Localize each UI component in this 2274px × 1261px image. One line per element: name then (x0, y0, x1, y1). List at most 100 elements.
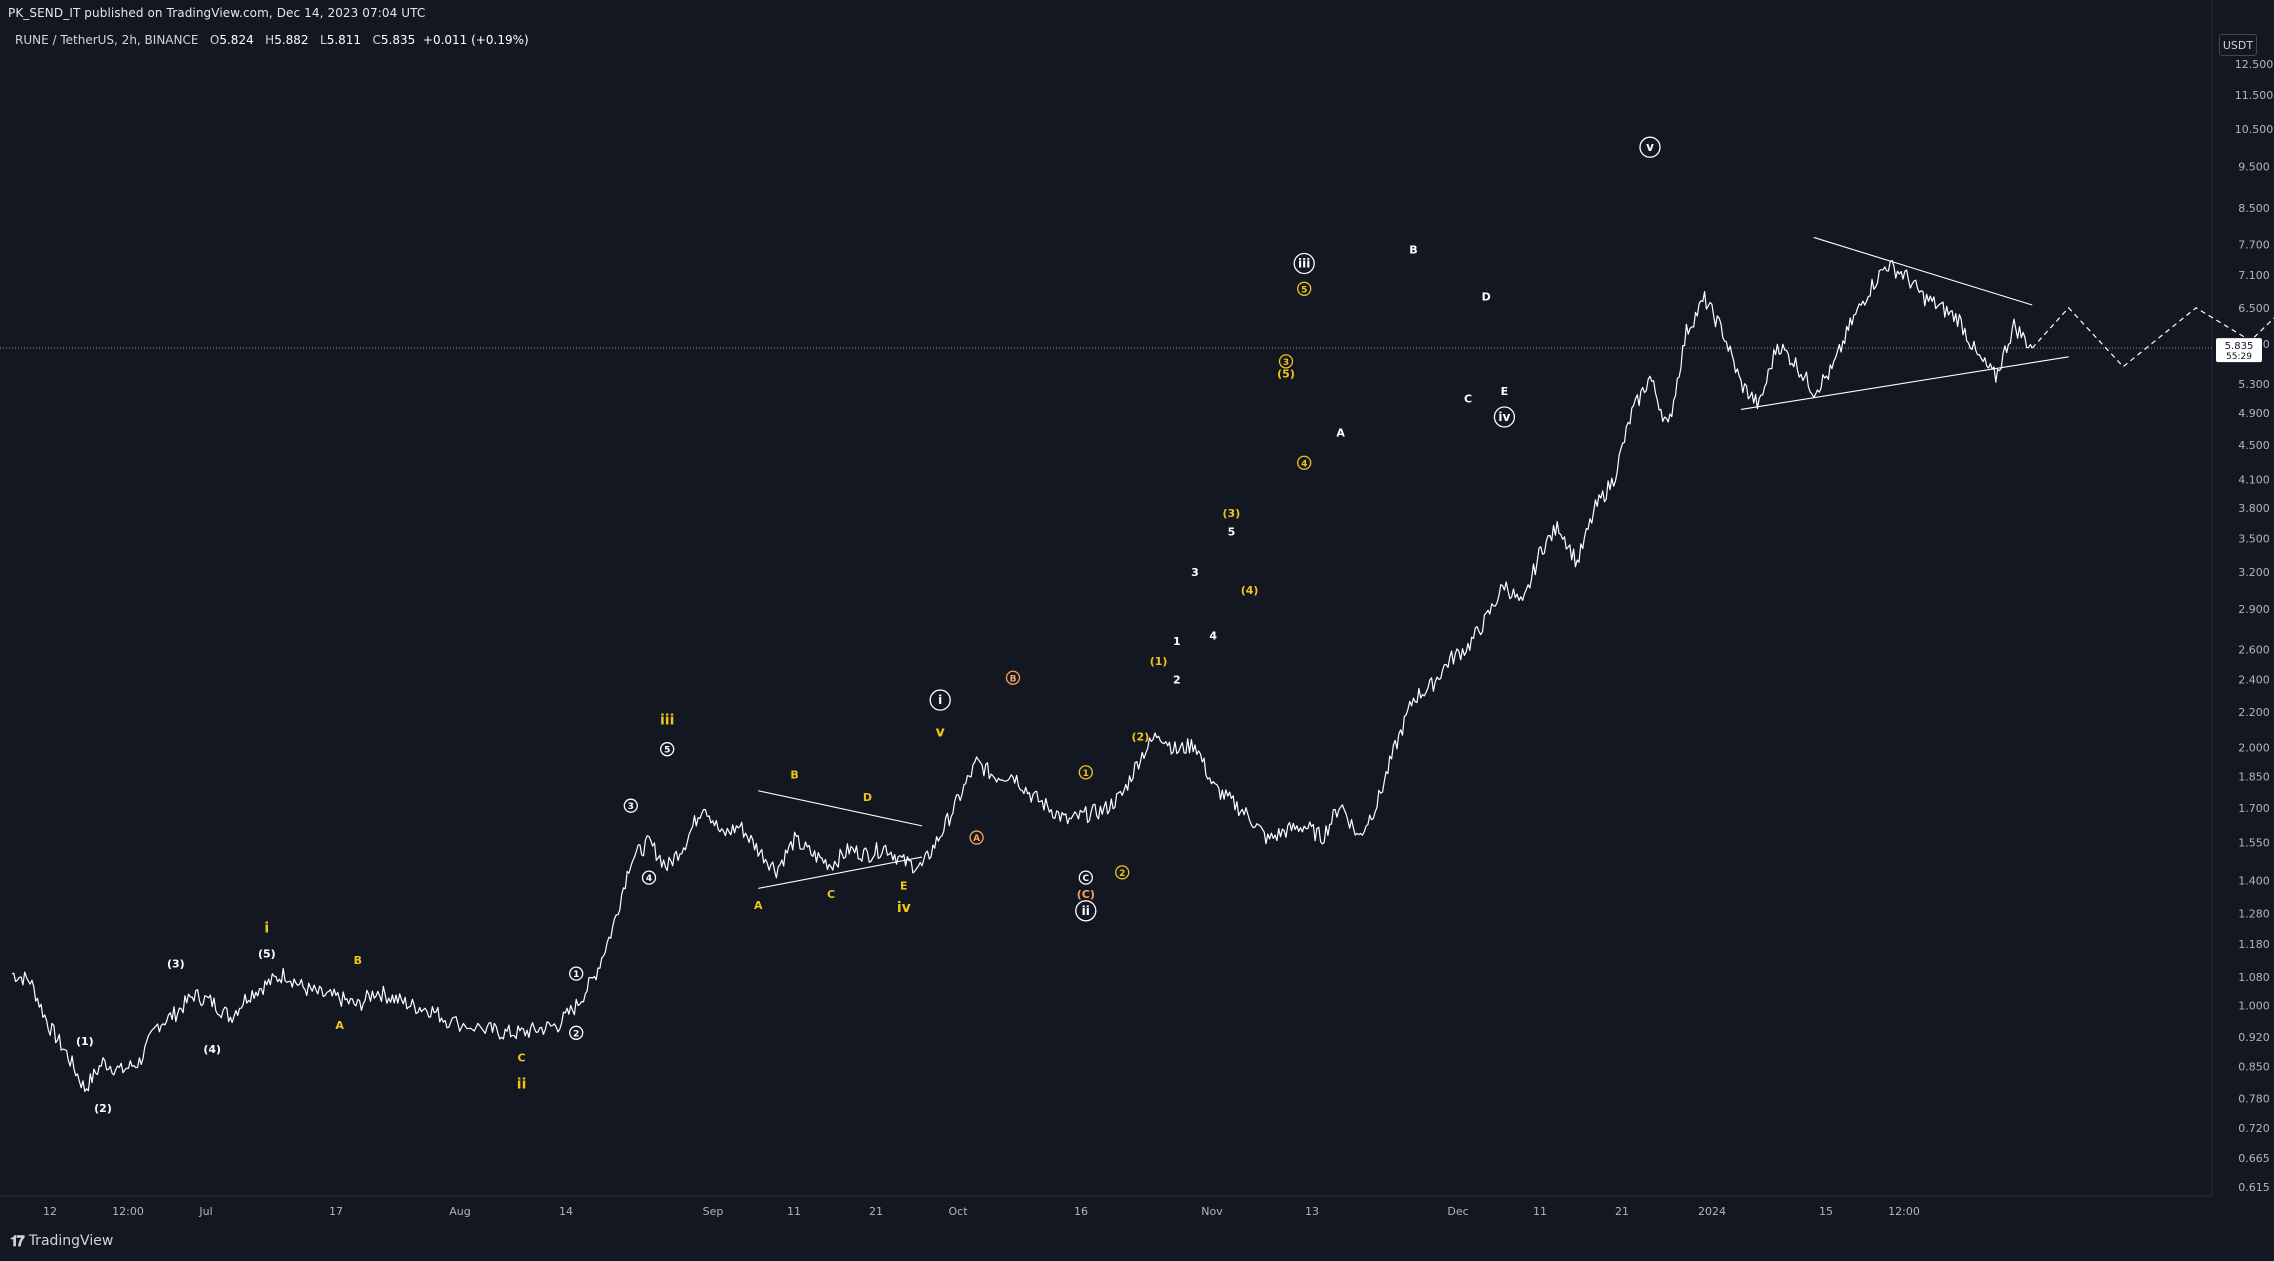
high-value: 5.882 (274, 33, 309, 47)
y-tick-label: 1.180 (2238, 938, 2270, 951)
close-value: 5.835 (380, 33, 416, 47)
y-tick-label: 1.280 (2238, 908, 2270, 921)
wave-label: i (264, 921, 269, 937)
wave-label-circle (929, 689, 951, 711)
wave-label: 3 (1191, 566, 1199, 579)
wave-label: 1 (1083, 769, 1089, 779)
x-tick-label: 14 (559, 1205, 573, 1218)
y-tick-label: 2.200 (2238, 706, 2270, 719)
wave-label: v (936, 725, 945, 741)
brand-name: TradingView (28, 1233, 114, 1249)
x-tick-label: Oct (948, 1205, 968, 1218)
low-label: L (320, 33, 327, 47)
wave-label: (5) (1277, 368, 1295, 381)
wave-label-circle (1078, 765, 1093, 780)
x-tick-label: 12 (43, 1205, 57, 1218)
wave-label: 2 (1173, 673, 1181, 686)
wave-label: 1 (1173, 635, 1181, 648)
wave-label-circle (569, 1025, 584, 1040)
wave-label-circle (1078, 870, 1093, 885)
wave-label: 4 (1301, 459, 1307, 469)
y-tick-label: 4.900 (2238, 407, 2270, 420)
wave-label-circle (623, 798, 638, 813)
projection-path (2031, 306, 2274, 368)
x-tick-label: 12:00 (112, 1205, 144, 1218)
x-tick-label: Jul (198, 1205, 212, 1218)
wave-label: (2) (94, 1102, 112, 1115)
x-tick-label: 11 (787, 1205, 801, 1218)
wave-label: (2) (1132, 730, 1150, 743)
wave-label: C (518, 1052, 526, 1065)
wave-label: A (335, 1019, 344, 1032)
y-tick-label: 3.500 (2238, 533, 2270, 546)
y-tick-label: 1.550 (2238, 836, 2270, 849)
price-series (11, 259, 2033, 1092)
wave-label: (C) (1077, 888, 1095, 901)
y-tick-label: 2.600 (2238, 643, 2270, 656)
wave-label: iv (897, 900, 911, 916)
wave-label: 5 (1228, 525, 1236, 538)
y-tick-label: 1.000 (2238, 1000, 2270, 1013)
wave-label: iv (1498, 410, 1510, 424)
currency-button[interactable]: USDT (2219, 34, 2257, 56)
tradingview-logo[interactable]: 𝟏𝟕 TradingView (10, 1232, 113, 1250)
wave-label: 2 (1119, 869, 1125, 879)
wave-label: (4) (1241, 584, 1259, 597)
y-tick-label: 6.500 (2238, 302, 2270, 315)
wave-label-circle (1639, 136, 1661, 158)
y-tick-label: 10.500 (2235, 123, 2274, 136)
triangle-lower-line (758, 856, 923, 889)
x-tick-label: 15 (1819, 1205, 1833, 1218)
wave-label: (5) (258, 948, 276, 961)
wave-label: (3) (167, 957, 185, 970)
triangle-upper-line (758, 790, 923, 827)
y-tick-label: 0.720 (2238, 1122, 2270, 1135)
y-tick-label: 1.080 (2238, 971, 2270, 984)
triangle-lower-line (1740, 356, 2069, 410)
wave-label: A (1336, 427, 1345, 440)
y-tick-label: 4.100 (2238, 474, 2270, 487)
y-tick-label: 4.500 (2238, 439, 2270, 452)
x-tick-label: Nov (1201, 1205, 1223, 1218)
wave-label: 5 (664, 746, 670, 756)
wave-label: A (973, 834, 980, 844)
wave-label: B (790, 768, 798, 781)
wave-label: (1) (1150, 655, 1168, 668)
current-price-value: 5.835 (2225, 341, 2254, 352)
x-tick-label: 13 (1305, 1205, 1319, 1218)
wave-label: (4) (203, 1043, 221, 1056)
x-tick-label: Dec (1447, 1205, 1468, 1218)
x-tick-label: 21 (1615, 1205, 1629, 1218)
wave-label: B (1409, 244, 1417, 257)
y-tick-label: 2.900 (2238, 603, 2270, 616)
wave-label: iii (660, 712, 674, 728)
y-tick-label: 1.400 (2238, 874, 2270, 887)
symbol-legend: RUNE / TetherUS, 2h, BINANCE O5.824 H5.8… (15, 33, 529, 47)
y-tick-label: 3.200 (2238, 566, 2270, 579)
wave-label: C (827, 888, 835, 901)
wave-label: C (1082, 874, 1089, 884)
wave-label-circle (660, 742, 675, 757)
y-tick-label: 5.300 (2238, 378, 2270, 391)
current-price-tag (2216, 338, 2262, 363)
wave-label: 3 (628, 802, 634, 812)
wave-label: D (863, 791, 872, 804)
wave-label: (1) (76, 1035, 94, 1048)
wave-label: D (1482, 291, 1491, 304)
wave-label: 4 (1209, 629, 1217, 642)
wave-label-circle (1278, 354, 1294, 369)
x-tick-label: 16 (1074, 1205, 1088, 1218)
wave-label-circle (1005, 670, 1021, 685)
wave-label-circle (641, 870, 657, 885)
y-tick-label: 3.800 (2238, 502, 2270, 515)
x-tick-label: 2024 (1698, 1205, 1726, 1218)
wave-label-circle (569, 966, 584, 981)
wave-label: iii (1298, 257, 1310, 271)
y-tick-label: 2.400 (2238, 673, 2270, 686)
wave-label: E (900, 880, 908, 893)
y-tick-label: 0.920 (2238, 1031, 2270, 1044)
wave-label: 5 (1301, 285, 1307, 295)
x-tick-label: 17 (329, 1205, 343, 1218)
high-label: H (265, 33, 275, 47)
